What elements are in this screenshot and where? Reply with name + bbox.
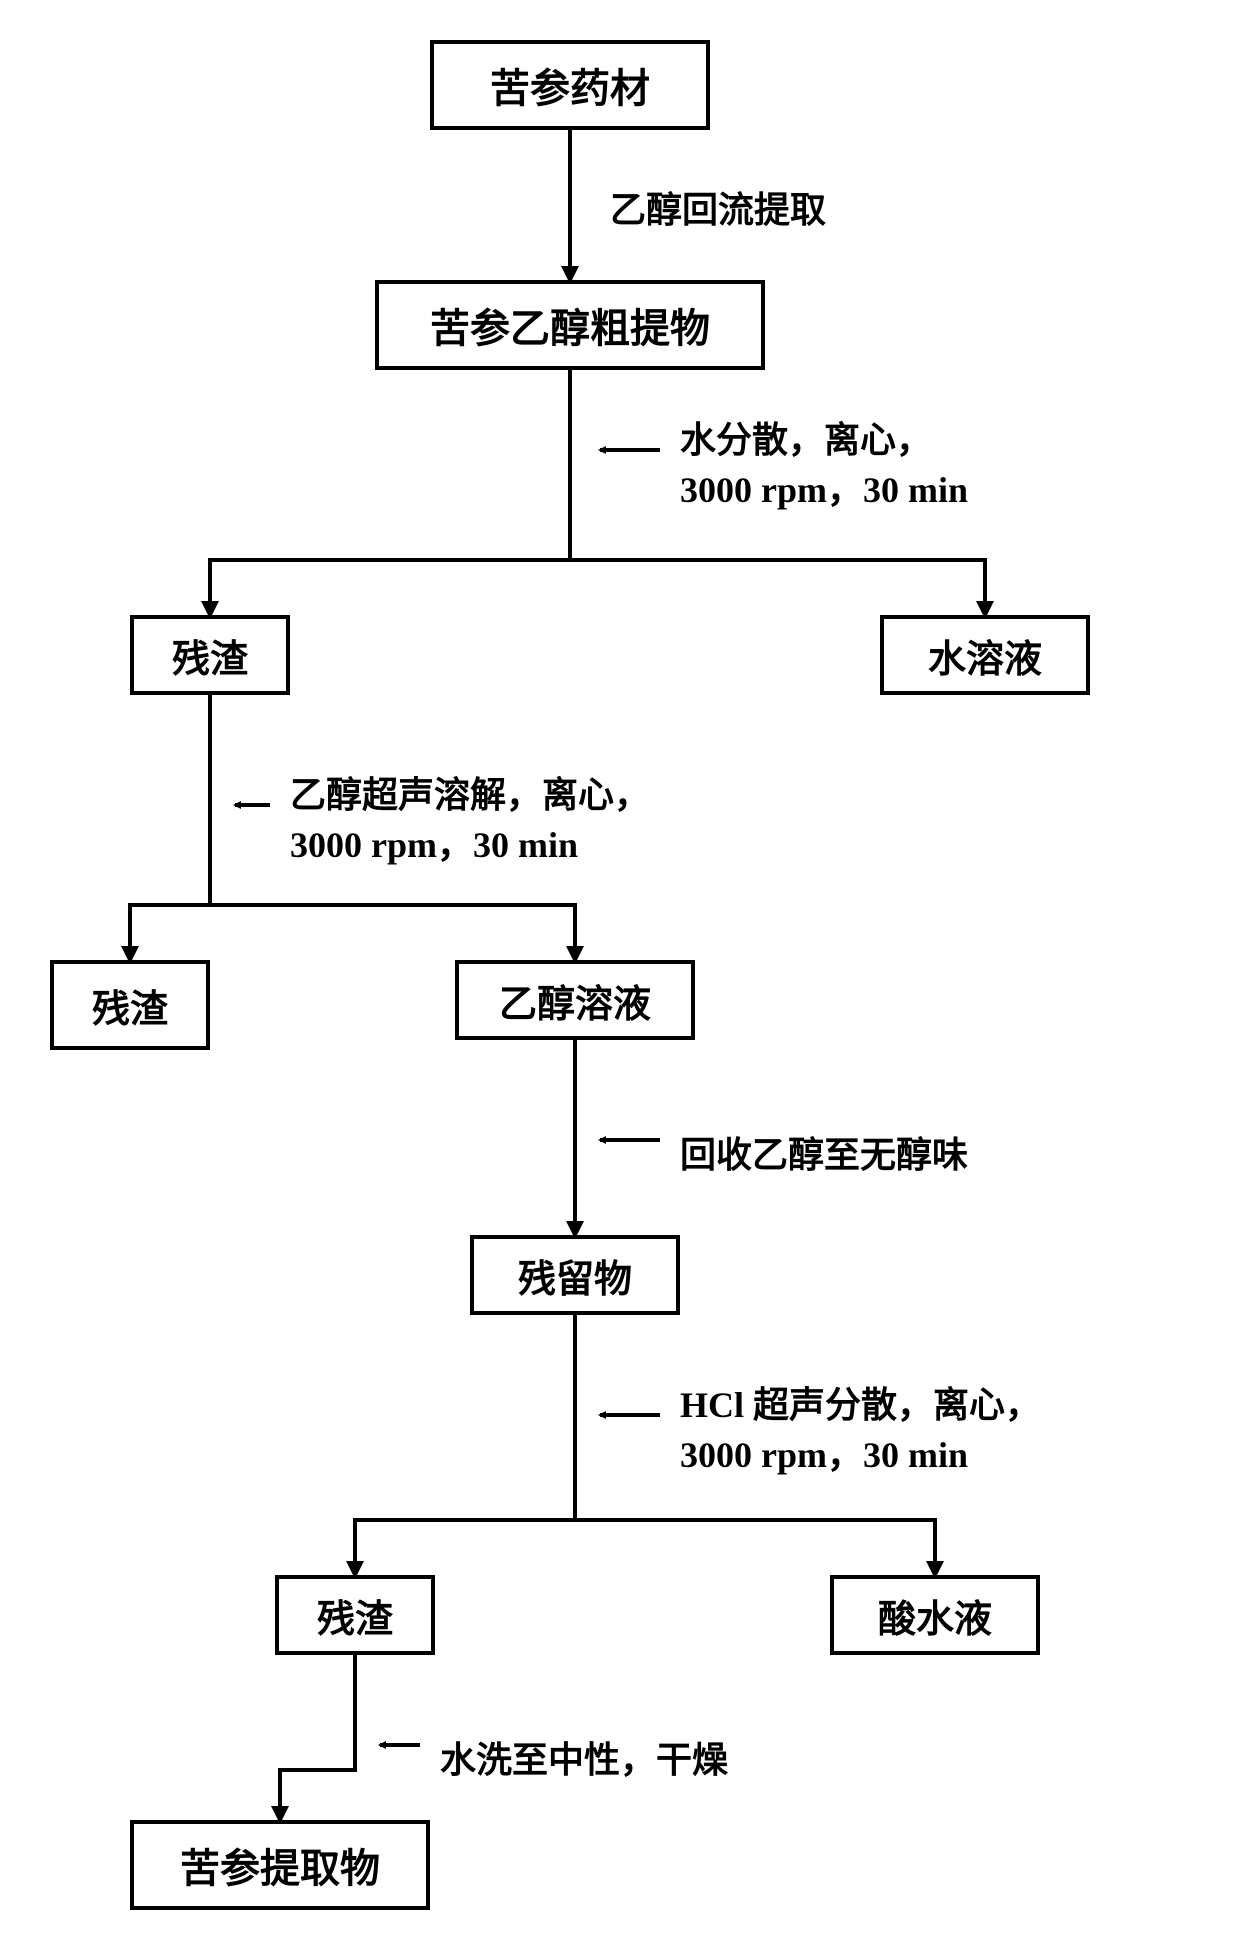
flowchart-edge-4 xyxy=(130,695,210,960)
flowchart-node-n3: 残渣 xyxy=(130,615,290,695)
flowchart-edge-label-e5: HCl 超声分散，离心，3000 rpm，30 min xyxy=(680,1380,1041,1481)
flowchart-node-n7: 残留物 xyxy=(470,1235,680,1315)
flowchart-node-n1: 苦参药材 xyxy=(430,40,710,130)
flowchart-edge-2 xyxy=(570,560,985,615)
flowchart-node-n4: 水溶液 xyxy=(880,615,1090,695)
flowchart-node-n5: 残渣 xyxy=(50,960,210,1050)
flowchart-node-n6: 乙醇溶液 xyxy=(455,960,695,1040)
flowchart-edge-label-e3: 乙醇超声溶解，离心，3000 rpm，30 min xyxy=(290,770,650,871)
flowchart-edge-9 xyxy=(355,1315,575,1575)
flowchart-node-n8: 残渣 xyxy=(275,1575,435,1655)
flowchart-node-n9: 酸水液 xyxy=(830,1575,1040,1655)
flowchart-edge-label-e1: 乙醇回流提取 xyxy=(610,185,826,235)
flowchart-edge-5 xyxy=(210,905,575,960)
flowchart-node-n2: 苦参乙醇粗提物 xyxy=(375,280,765,370)
flowchart-edge-12 xyxy=(280,1655,355,1820)
flowchart-node-n10: 苦参提取物 xyxy=(130,1820,430,1910)
flowchart-edge-label-e2: 水分散，离心，3000 rpm，30 min xyxy=(680,415,968,516)
flowchart-edge-label-e6: 水洗至中性，干燥 xyxy=(440,1735,728,1785)
flowchart-edge-label-e4: 回收乙醇至无醇味 xyxy=(680,1130,968,1180)
flowchart-edge-1 xyxy=(210,370,570,615)
flowchart-edge-10 xyxy=(575,1520,935,1575)
